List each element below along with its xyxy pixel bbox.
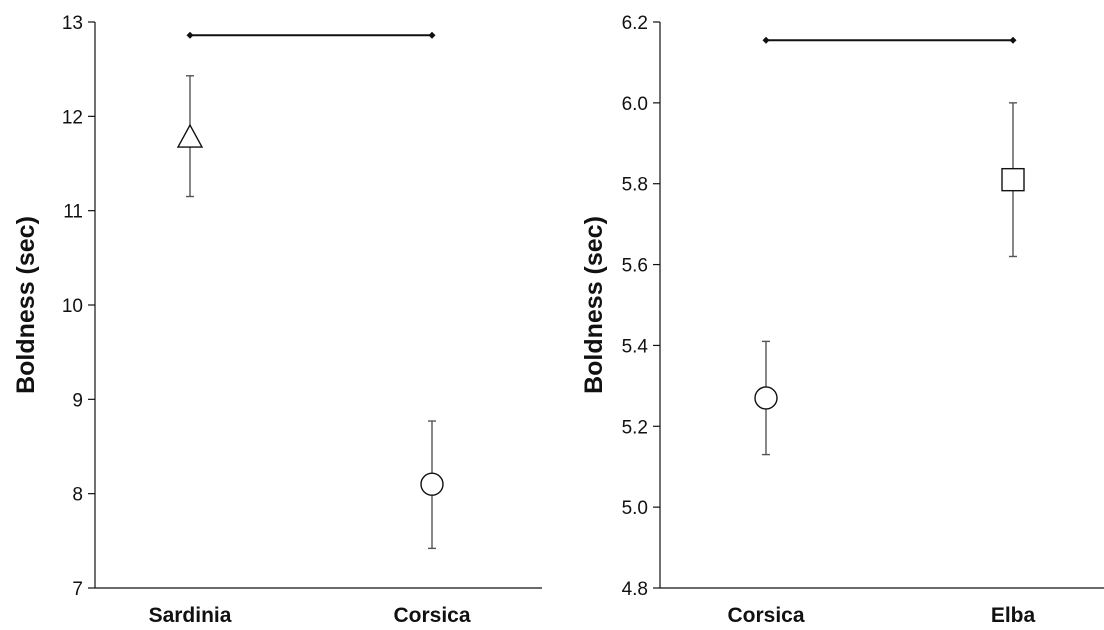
chart1-y-tick-label: 12 bbox=[62, 107, 83, 128]
chart2-bracket-end bbox=[762, 36, 770, 44]
chart1-y-tick-label: 7 bbox=[72, 579, 83, 600]
chart2-corsica-point bbox=[754, 386, 778, 410]
chart2-y-tick-label: 4.8 bbox=[622, 579, 648, 600]
chart1-y-tick-label: 13 bbox=[62, 13, 83, 34]
chart2-bracket-end bbox=[1009, 36, 1017, 44]
chart2-y-tick-label: 5.2 bbox=[622, 417, 648, 438]
chart1-x-tick-label-sardinia: Sardinia bbox=[149, 604, 232, 627]
chart2-y-tick-label: 6.2 bbox=[622, 13, 648, 34]
chart2-y-tick-label: 5.0 bbox=[622, 498, 648, 519]
chart2-elba-point bbox=[1001, 167, 1025, 192]
chart1-x-tick-label-corsica: Corsica bbox=[393, 604, 470, 627]
chart2-x-tick-label-corsica: Corsica bbox=[727, 604, 804, 627]
chart1-bracket-end bbox=[428, 31, 436, 39]
chart1-corsica-point bbox=[420, 472, 444, 496]
chart1-sardinia-point bbox=[176, 123, 204, 148]
chart2-y-tick-label: 5.4 bbox=[622, 336, 649, 357]
chart2-x-tick-label-elba: Elba bbox=[991, 604, 1036, 627]
chart2-y-axis-title: Boldness (sec) bbox=[580, 216, 608, 394]
chart1-y-tick-label: 11 bbox=[63, 202, 83, 223]
chart1-y-tick-label: 8 bbox=[72, 485, 83, 506]
chart2-y-tick-label: 6.0 bbox=[622, 94, 648, 115]
chart1-bracket-end bbox=[186, 31, 194, 39]
chart1-y-axis-title: Boldness (sec) bbox=[12, 216, 40, 394]
chart2-y-tick-label: 5.6 bbox=[622, 256, 648, 277]
chart1-y-tick-label: 10 bbox=[62, 296, 83, 317]
chart2-y-tick-label: 5.8 bbox=[622, 175, 648, 196]
chart1-y-tick-label: 9 bbox=[72, 390, 83, 411]
